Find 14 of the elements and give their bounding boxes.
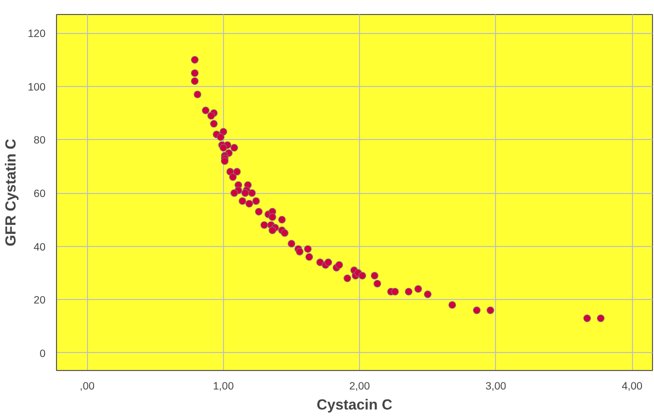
x-axis-title: Cystacin C <box>316 398 393 414</box>
x-tick-label: 4,00 <box>622 380 643 392</box>
y-tick-label: 20 <box>34 294 46 307</box>
x-tick-label: 1,00 <box>213 380 234 392</box>
y-tick-label: 40 <box>34 241 46 254</box>
x-tick-label: ,00 <box>80 380 95 392</box>
x-tick-label: 3,00 <box>485 380 506 392</box>
y-axis-title: GFR Cystatin C <box>4 138 20 246</box>
x-tick-label: 2,00 <box>349 380 370 392</box>
y-tick-label: 0 <box>40 348 46 360</box>
y-tick-label: 60 <box>34 188 46 200</box>
y-tick-label: 80 <box>34 134 46 147</box>
y-tick-label: 100 <box>28 81 46 94</box>
y-tick-label: 120 <box>28 28 46 40</box>
